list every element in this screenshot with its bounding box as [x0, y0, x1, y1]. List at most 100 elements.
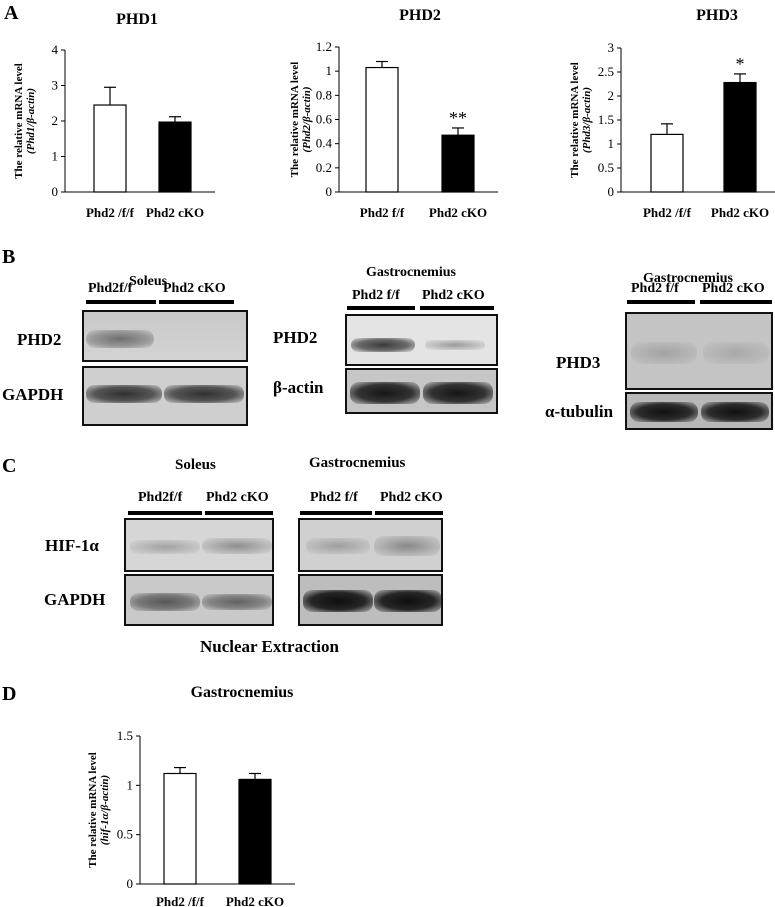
- lane-label: Phd2 cKO: [206, 490, 269, 505]
- y-tick-label: 0.8: [316, 87, 332, 102]
- x-tick-label: Phd2 /f/f: [643, 205, 692, 220]
- y-tick-label: 1: [326, 63, 333, 78]
- lane-label: Phd2 cKO: [163, 281, 226, 296]
- panel-letter-a: A: [4, 2, 19, 24]
- y-axis-label: (Phd1/β-actin): [25, 88, 37, 154]
- blot-image: [298, 518, 443, 572]
- blot-title-soleus-b: Soleus: [129, 274, 168, 289]
- y-tick-label: 1.5: [598, 112, 614, 127]
- chart-title: PHD1: [116, 11, 158, 28]
- band: [374, 590, 441, 612]
- band: [303, 590, 373, 612]
- y-tick-label: 0: [608, 184, 615, 199]
- chart-phd2: PHD2 The relative mRNA level (Phd2/β-actin…: [289, 7, 498, 220]
- y-tick-label: 1.5: [117, 728, 133, 743]
- blot-row-label: α-tubulin: [545, 402, 614, 421]
- chart-phd1: PHD1 The relative mRNA level (Phd1/β-actin…: [13, 11, 215, 220]
- x-tick-label: Phd2 cKO: [711, 205, 769, 220]
- x-tick-label: Phd2 cKO: [226, 894, 284, 907]
- blot-image: [625, 312, 773, 390]
- significance-marker: **: [449, 108, 467, 128]
- y-axis-label: The relative mRNA level: [13, 63, 25, 179]
- blot-image: [124, 518, 274, 572]
- lane-bar: [627, 300, 695, 304]
- band: [351, 338, 415, 352]
- blot-row-label: PHD2: [17, 330, 62, 349]
- bar: [163, 772, 197, 885]
- y-axis-label: The relative mRNA level: [289, 62, 301, 178]
- blot-row-label: GAPDH: [44, 590, 106, 609]
- blot-row-label: PHD2: [273, 328, 318, 347]
- band: [202, 538, 272, 554]
- blot-image: [625, 392, 773, 430]
- lane-bar: [420, 306, 494, 310]
- blot-caption: Nuclear Extraction: [200, 637, 339, 656]
- bar: [650, 133, 684, 193]
- y-tick-label: 0: [52, 184, 59, 199]
- blot-image: [82, 366, 248, 426]
- x-tick-label: Phd2 /f/f: [156, 894, 205, 907]
- y-tick-label: 2: [608, 88, 615, 103]
- chart-hif1a-mrna: Gastrocnemius The relative mRNA level (hif…: [87, 684, 295, 907]
- chart-phd3: PHD3 The relative mRNA level (Phd3/β-actin…: [569, 7, 775, 220]
- bar: [441, 134, 475, 193]
- y-axis-label: (Phd3/β-actin): [581, 87, 593, 153]
- lane-bar: [128, 511, 202, 515]
- blot-row-label: HIF-1α: [45, 536, 99, 555]
- y-tick-label: 2.5: [598, 64, 614, 79]
- panel-letter-d: D: [2, 683, 17, 705]
- y-tick-label: 2: [52, 113, 59, 128]
- chart-title: PHD3: [696, 7, 738, 24]
- panel-letter-b: B: [2, 246, 16, 268]
- band: [423, 382, 493, 404]
- band: [202, 594, 272, 610]
- lane-bar: [375, 511, 443, 515]
- band: [350, 382, 420, 404]
- band: [86, 330, 154, 348]
- band: [130, 593, 200, 611]
- y-tick-label: 0: [326, 184, 333, 199]
- lane-label: Phd2 cKO: [702, 281, 765, 296]
- band: [306, 538, 370, 554]
- blot-image: [124, 574, 274, 626]
- lane-bar: [205, 511, 273, 515]
- y-axis-label: The relative mRNA level: [569, 62, 581, 178]
- blot-image: [82, 310, 248, 362]
- band: [630, 402, 698, 422]
- lane-label: Phd2 f/f: [631, 281, 679, 296]
- band: [374, 536, 440, 556]
- y-tick-label: 1: [608, 136, 615, 151]
- y-tick-label: 0.2: [316, 160, 332, 175]
- y-tick-label: 4: [52, 42, 59, 57]
- panel-letter-c: C: [2, 455, 17, 477]
- y-axis-label: (Phd2/β-actin): [301, 86, 313, 152]
- lane-bar: [700, 300, 772, 304]
- blot-image: [345, 314, 498, 366]
- chart-title: Gastrocnemius: [191, 684, 294, 701]
- band: [164, 385, 244, 403]
- y-tick-label: 0.5: [117, 827, 133, 842]
- blot-image: [345, 368, 498, 414]
- y-tick-label: 3: [608, 40, 615, 55]
- blot-title-gastro-b1: Gastrocnemius: [366, 265, 456, 280]
- bar: [158, 121, 192, 193]
- x-tick-label: Phd2 f/f: [360, 205, 405, 220]
- significance-marker: *: [736, 54, 745, 74]
- y-axis-label: (hif-1α/β-actin): [99, 775, 111, 845]
- bar: [93, 104, 127, 193]
- band: [130, 540, 200, 554]
- lane-label: Phd2 f/f: [352, 288, 400, 303]
- lane-bar: [159, 300, 234, 304]
- blot-row-label: GAPDH: [2, 385, 64, 404]
- y-tick-label: 3: [52, 78, 59, 93]
- chart-title: PHD2: [399, 7, 441, 24]
- blot-image: [298, 574, 443, 626]
- lane-label: Phd2f/f: [88, 281, 133, 296]
- x-tick-label: Phd2 cKO: [146, 205, 204, 220]
- y-tick-label: 1: [127, 777, 134, 792]
- band: [425, 340, 485, 350]
- y-tick-label: 1.2: [316, 39, 332, 54]
- lane-label: Phd2 cKO: [380, 490, 443, 505]
- lane-label: Phd2 cKO: [422, 288, 485, 303]
- y-tick-label: 0.5: [598, 160, 614, 175]
